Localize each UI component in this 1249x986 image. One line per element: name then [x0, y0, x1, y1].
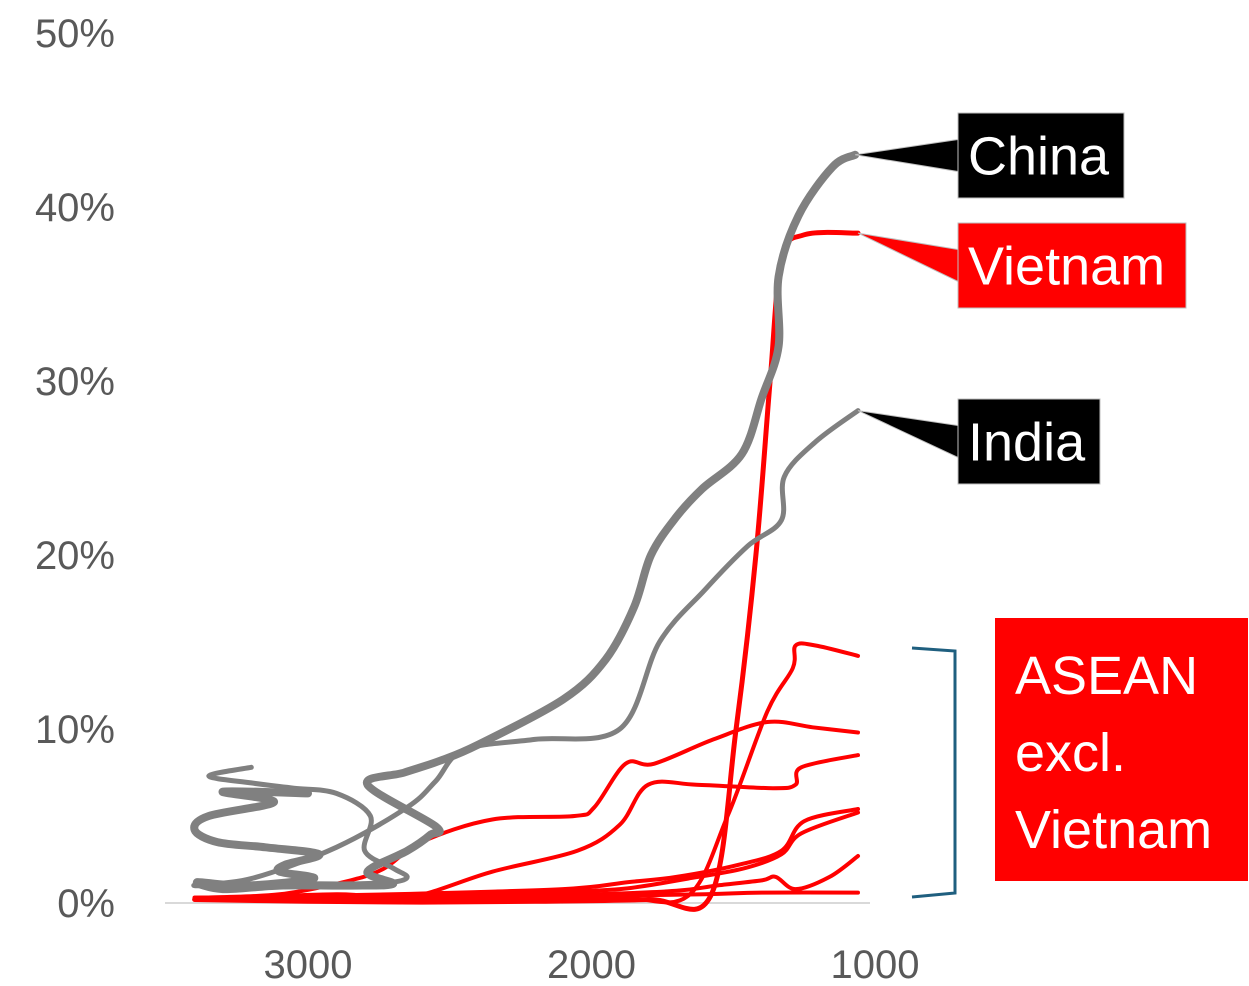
callout-box-china: [957, 112, 1125, 199]
series-line-asean: [192, 890, 860, 902]
axes: 0% 10% 20% 30% 40% 50% 3000 2000 1000: [35, 12, 920, 986]
callout-label-vietnam: Vietnam: [968, 237, 1165, 297]
callout-box-asean: [995, 618, 1248, 881]
y-tick-label: 50%: [35, 12, 115, 56]
y-tick-label: 10%: [35, 708, 115, 752]
series-lines: [190, 150, 861, 912]
x-tick-label: 2000: [547, 943, 636, 986]
y-tick-label: 0%: [57, 882, 115, 926]
y-tick-label: 30%: [35, 360, 115, 404]
callout-label-asean: ASEAN excl. Vietnam: [1015, 646, 1212, 860]
series-line-india: [191, 408, 861, 889]
series-line-asean: [192, 719, 860, 900]
x-tick-label: 3000: [264, 943, 353, 986]
annotations: China Vietnam India ASEAN excl. Vietnam: [855, 112, 1248, 899]
callout-leader-india: [857, 410, 959, 459]
y-tick-label: 20%: [35, 534, 115, 578]
callout-label-india: India: [968, 413, 1086, 473]
series-line-china: [190, 150, 860, 894]
callout-label-china: China: [968, 127, 1110, 187]
callout-box-india: [957, 398, 1101, 485]
x-tick-label: 1000: [831, 943, 920, 986]
callout-leader-china: [855, 138, 959, 173]
y-tick-label: 40%: [35, 186, 115, 230]
callout-leader-vietnam: [857, 232, 959, 283]
asean-bracket: [911, 646, 957, 899]
series-line-vietnam: [192, 229, 861, 912]
callout-box-vietnam: [957, 222, 1187, 309]
